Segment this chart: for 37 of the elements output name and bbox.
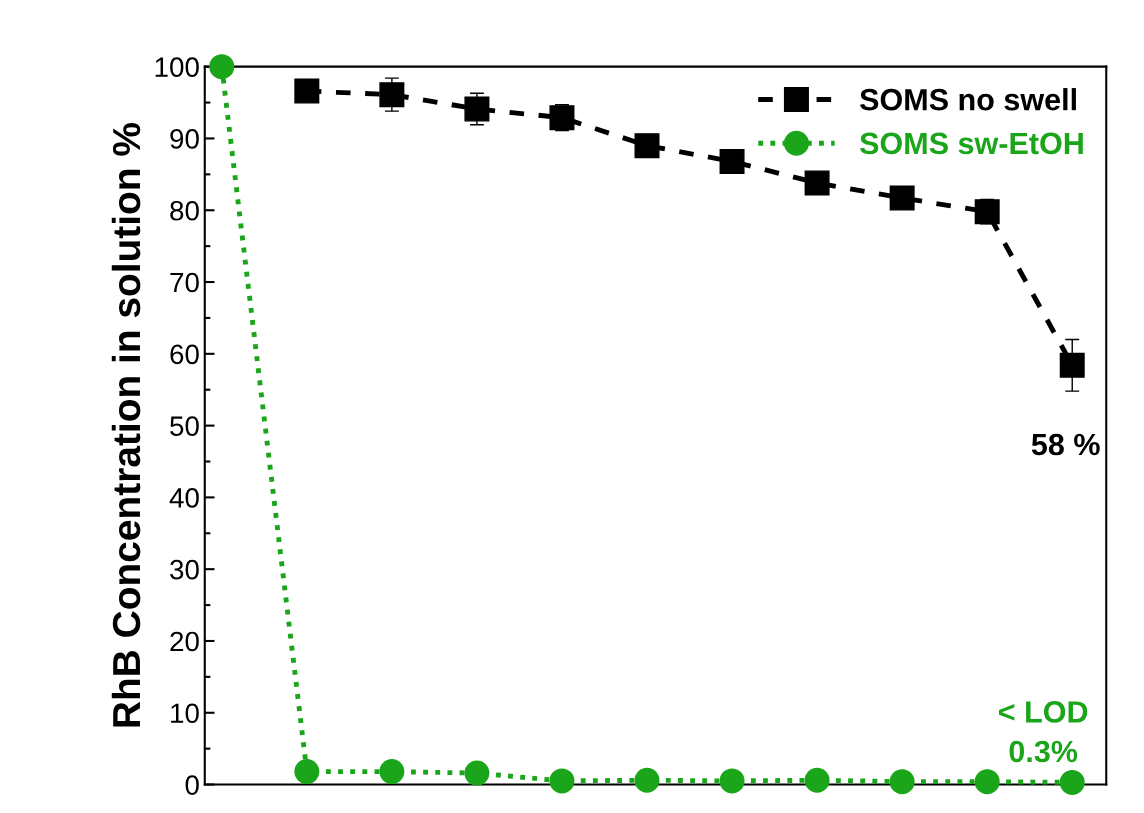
y-tick-label: 60 <box>170 344 199 365</box>
point <box>804 767 830 793</box>
point <box>464 760 490 786</box>
point <box>379 759 405 785</box>
point <box>294 78 320 104</box>
y-axis-title: RhB Concentration in solution % <box>111 123 141 727</box>
y-tick-label: 80 <box>170 200 199 221</box>
point <box>634 767 660 793</box>
legend-label: SOMS no swell <box>859 88 1076 111</box>
point <box>549 105 575 131</box>
annotation: < LOD 0.3% <box>999 701 1088 763</box>
y-tick-label: 0 <box>185 775 199 795</box>
point <box>719 768 745 794</box>
y-tick-label: 10 <box>171 703 199 724</box>
y-tick-label: 100 <box>155 57 199 77</box>
point <box>889 769 915 795</box>
y-tick-label: 40 <box>169 488 199 508</box>
point <box>549 768 575 794</box>
annotation: 58 % <box>1031 433 1100 456</box>
point <box>294 759 320 785</box>
point <box>1059 352 1085 378</box>
point <box>719 148 745 174</box>
point <box>379 82 405 108</box>
point <box>889 185 915 211</box>
point <box>1059 769 1085 795</box>
y-tick-label: 50 <box>170 416 199 436</box>
point <box>974 769 1000 795</box>
y-tick-label: 30 <box>170 559 199 580</box>
y-tick-label: 70 <box>170 272 199 293</box>
point <box>464 96 490 122</box>
y-tick-label: 90 <box>170 129 199 149</box>
y-tick-label: 20 <box>170 631 199 652</box>
point <box>804 170 830 196</box>
point <box>209 54 235 80</box>
point <box>974 199 1000 225</box>
legend-label: SOMS sw-EtOH <box>859 132 1083 155</box>
point <box>634 133 660 159</box>
